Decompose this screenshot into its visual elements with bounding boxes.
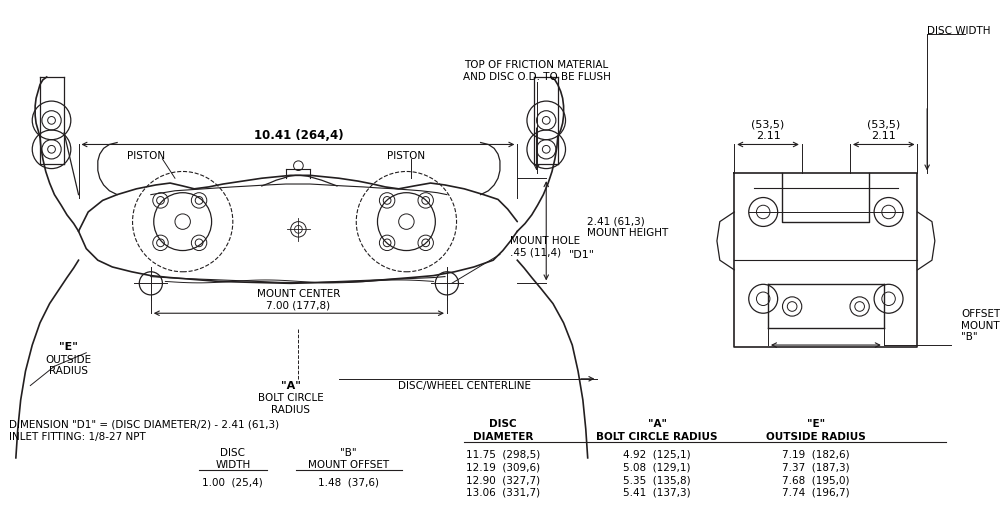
Text: 2.41 (61,3): 2.41 (61,3) (587, 217, 644, 227)
Text: OFFSET: OFFSET (961, 309, 1000, 319)
Text: "B": "B" (961, 332, 978, 342)
Text: "B": "B" (340, 448, 357, 458)
Text: BOLT CIRCLE: BOLT CIRCLE (258, 393, 324, 403)
Text: DISC WIDTH: DISC WIDTH (927, 25, 991, 36)
Text: "A": "A" (648, 419, 667, 429)
Text: TOP OF FRICTION MATERIAL: TOP OF FRICTION MATERIAL (464, 61, 609, 71)
Text: 7.19  (182,6): 7.19 (182,6) (782, 450, 850, 460)
Text: .45 (11,4): .45 (11,4) (510, 247, 561, 258)
Text: 12.90  (327,7): 12.90 (327,7) (466, 475, 540, 485)
Text: RADIUS: RADIUS (49, 366, 88, 376)
Text: 12.19  (309,6): 12.19 (309,6) (466, 463, 540, 473)
Text: 5.41  (137,3): 5.41 (137,3) (623, 487, 691, 498)
Text: MOUNT HOLE: MOUNT HOLE (510, 236, 580, 246)
Text: 2.11: 2.11 (871, 131, 896, 141)
Text: BOLT CIRCLE RADIUS: BOLT CIRCLE RADIUS (596, 432, 718, 442)
Text: 4.92  (125,1): 4.92 (125,1) (623, 450, 691, 460)
Text: DISC/WHEEL CENTERLINE: DISC/WHEEL CENTERLINE (398, 381, 531, 391)
Text: MOUNT OFFSET: MOUNT OFFSET (308, 460, 389, 469)
Text: 7.37  (187,3): 7.37 (187,3) (782, 463, 850, 473)
Text: 7.00 (177,8): 7.00 (177,8) (266, 301, 330, 311)
Text: 7.74  (196,7): 7.74 (196,7) (782, 487, 850, 498)
Text: DIMENSION "D1" = (DISC DIAMETER/2) - 2.41 (61,3): DIMENSION "D1" = (DISC DIAMETER/2) - 2.4… (9, 419, 279, 429)
Text: 5.35  (135,8): 5.35 (135,8) (623, 475, 691, 485)
Text: 2.11: 2.11 (756, 131, 780, 141)
Text: (53,5): (53,5) (751, 119, 785, 129)
Text: "E": "E" (59, 342, 78, 352)
Text: MOUNT HEIGHT: MOUNT HEIGHT (587, 228, 668, 238)
Text: 5.08  (129,1): 5.08 (129,1) (623, 463, 691, 473)
Text: PISTON: PISTON (387, 151, 425, 161)
Text: 10.41 (264,4): 10.41 (264,4) (254, 130, 343, 142)
Text: OUTSIDE RADIUS: OUTSIDE RADIUS (766, 432, 866, 442)
Text: "D1": "D1" (569, 251, 595, 260)
Text: RADIUS: RADIUS (271, 405, 310, 415)
Text: (53,5): (53,5) (867, 119, 900, 129)
Text: DISC: DISC (220, 448, 245, 458)
Text: OUTSIDE: OUTSIDE (46, 355, 92, 364)
Text: WIDTH: WIDTH (215, 460, 250, 469)
Text: DIAMETER: DIAMETER (473, 432, 533, 442)
Text: MOUNT CENTER: MOUNT CENTER (257, 289, 340, 299)
Text: 11.75  (298,5): 11.75 (298,5) (466, 450, 540, 460)
Text: 1.00  (25,4): 1.00 (25,4) (202, 478, 263, 488)
Text: 7.68  (195,0): 7.68 (195,0) (782, 475, 850, 485)
Text: "E": "E" (807, 419, 825, 429)
Text: 13.06  (331,7): 13.06 (331,7) (466, 487, 540, 498)
Text: INLET FITTING: 1/8-27 NPT: INLET FITTING: 1/8-27 NPT (9, 432, 146, 442)
Text: "A": "A" (281, 381, 301, 391)
Text: DISC: DISC (489, 419, 517, 429)
Text: PISTON: PISTON (127, 151, 165, 161)
Text: MOUNT: MOUNT (961, 321, 1000, 331)
Text: 1.48  (37,6): 1.48 (37,6) (318, 478, 379, 488)
Text: AND DISC O.D. TO BE FLUSH: AND DISC O.D. TO BE FLUSH (463, 72, 611, 82)
